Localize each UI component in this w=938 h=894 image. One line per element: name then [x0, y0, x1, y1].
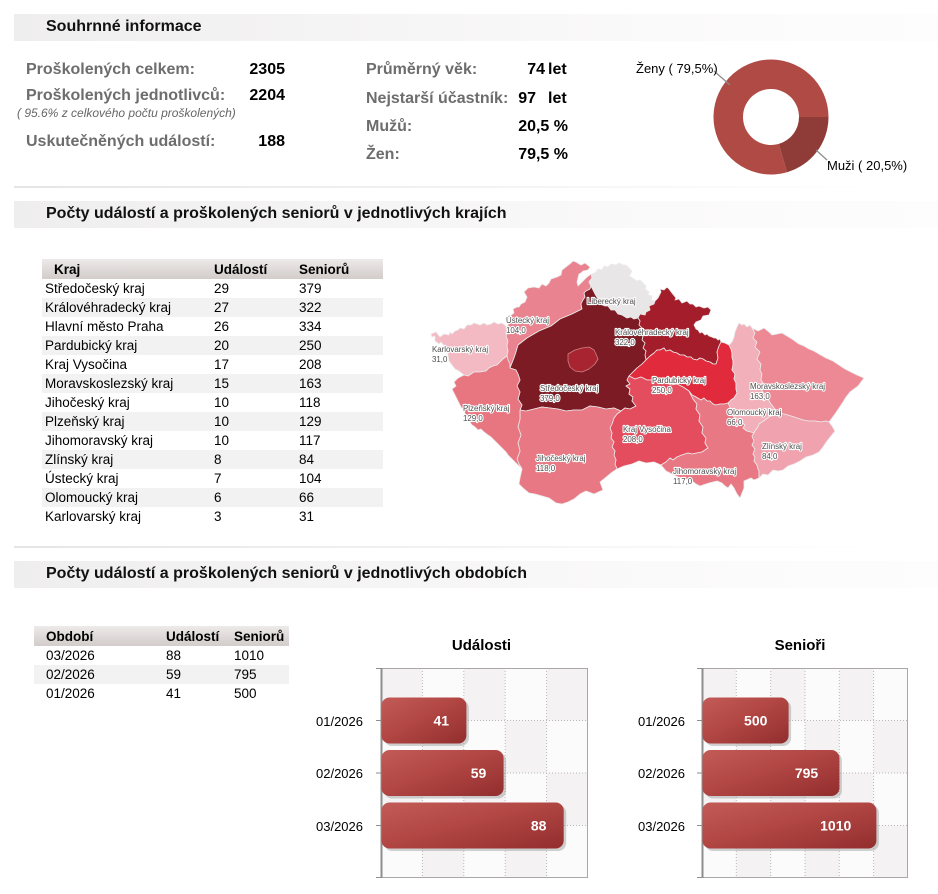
svg-text:379,0: 379,0 — [540, 394, 560, 403]
svg-text:84,0: 84,0 — [762, 452, 778, 461]
svg-text:66,0: 66,0 — [727, 418, 743, 427]
svg-text:500: 500 — [744, 713, 768, 729]
svg-text:Pardubický kraj: Pardubický kraj — [652, 376, 706, 385]
svg-text:Jihomoravský kraj: Jihomoravský kraj — [673, 467, 736, 476]
svg-text:Karlovarský kraj: Karlovarský kraj — [432, 345, 488, 354]
svg-text:208,0: 208,0 — [623, 435, 643, 444]
svg-text:88: 88 — [531, 818, 547, 834]
svg-text:795: 795 — [795, 765, 819, 781]
svg-text:Zlínský kraj: Zlínský kraj — [762, 442, 802, 451]
svg-text:250,0: 250,0 — [652, 386, 672, 395]
svg-text:59: 59 — [471, 765, 487, 781]
svg-text:Plzeňský kraj: Plzeňský kraj — [463, 404, 510, 413]
svg-text:129,0: 129,0 — [463, 414, 483, 423]
svg-text:104,0: 104,0 — [506, 326, 526, 335]
svg-text:163,0: 163,0 — [750, 392, 770, 401]
svg-text:1010: 1010 — [820, 818, 851, 834]
svg-text:Kraj Vysočina: Kraj Vysočina — [623, 425, 672, 434]
svg-text:Ústecký kraj: Ústecký kraj — [506, 316, 549, 325]
svg-text:117,0: 117,0 — [673, 477, 693, 486]
svg-text:118,0: 118,0 — [536, 464, 556, 473]
svg-text:Královéhradecký kraj: Královéhradecký kraj — [615, 328, 689, 337]
svg-text:31,0: 31,0 — [432, 355, 448, 364]
svg-text:Liberecký kraj: Liberecký kraj — [587, 297, 636, 306]
svg-text:41: 41 — [434, 713, 450, 729]
svg-text:Jihočeský kraj: Jihočeský kraj — [536, 454, 586, 463]
svg-text:Moravskoslezský kraj: Moravskoslezský kraj — [750, 382, 825, 391]
svg-text:322,0: 322,0 — [615, 338, 635, 347]
svg-text:Středočeský kraj: Středočeský kraj — [540, 384, 599, 393]
svg-text:Olomoucký kraj: Olomoucký kraj — [727, 408, 782, 417]
